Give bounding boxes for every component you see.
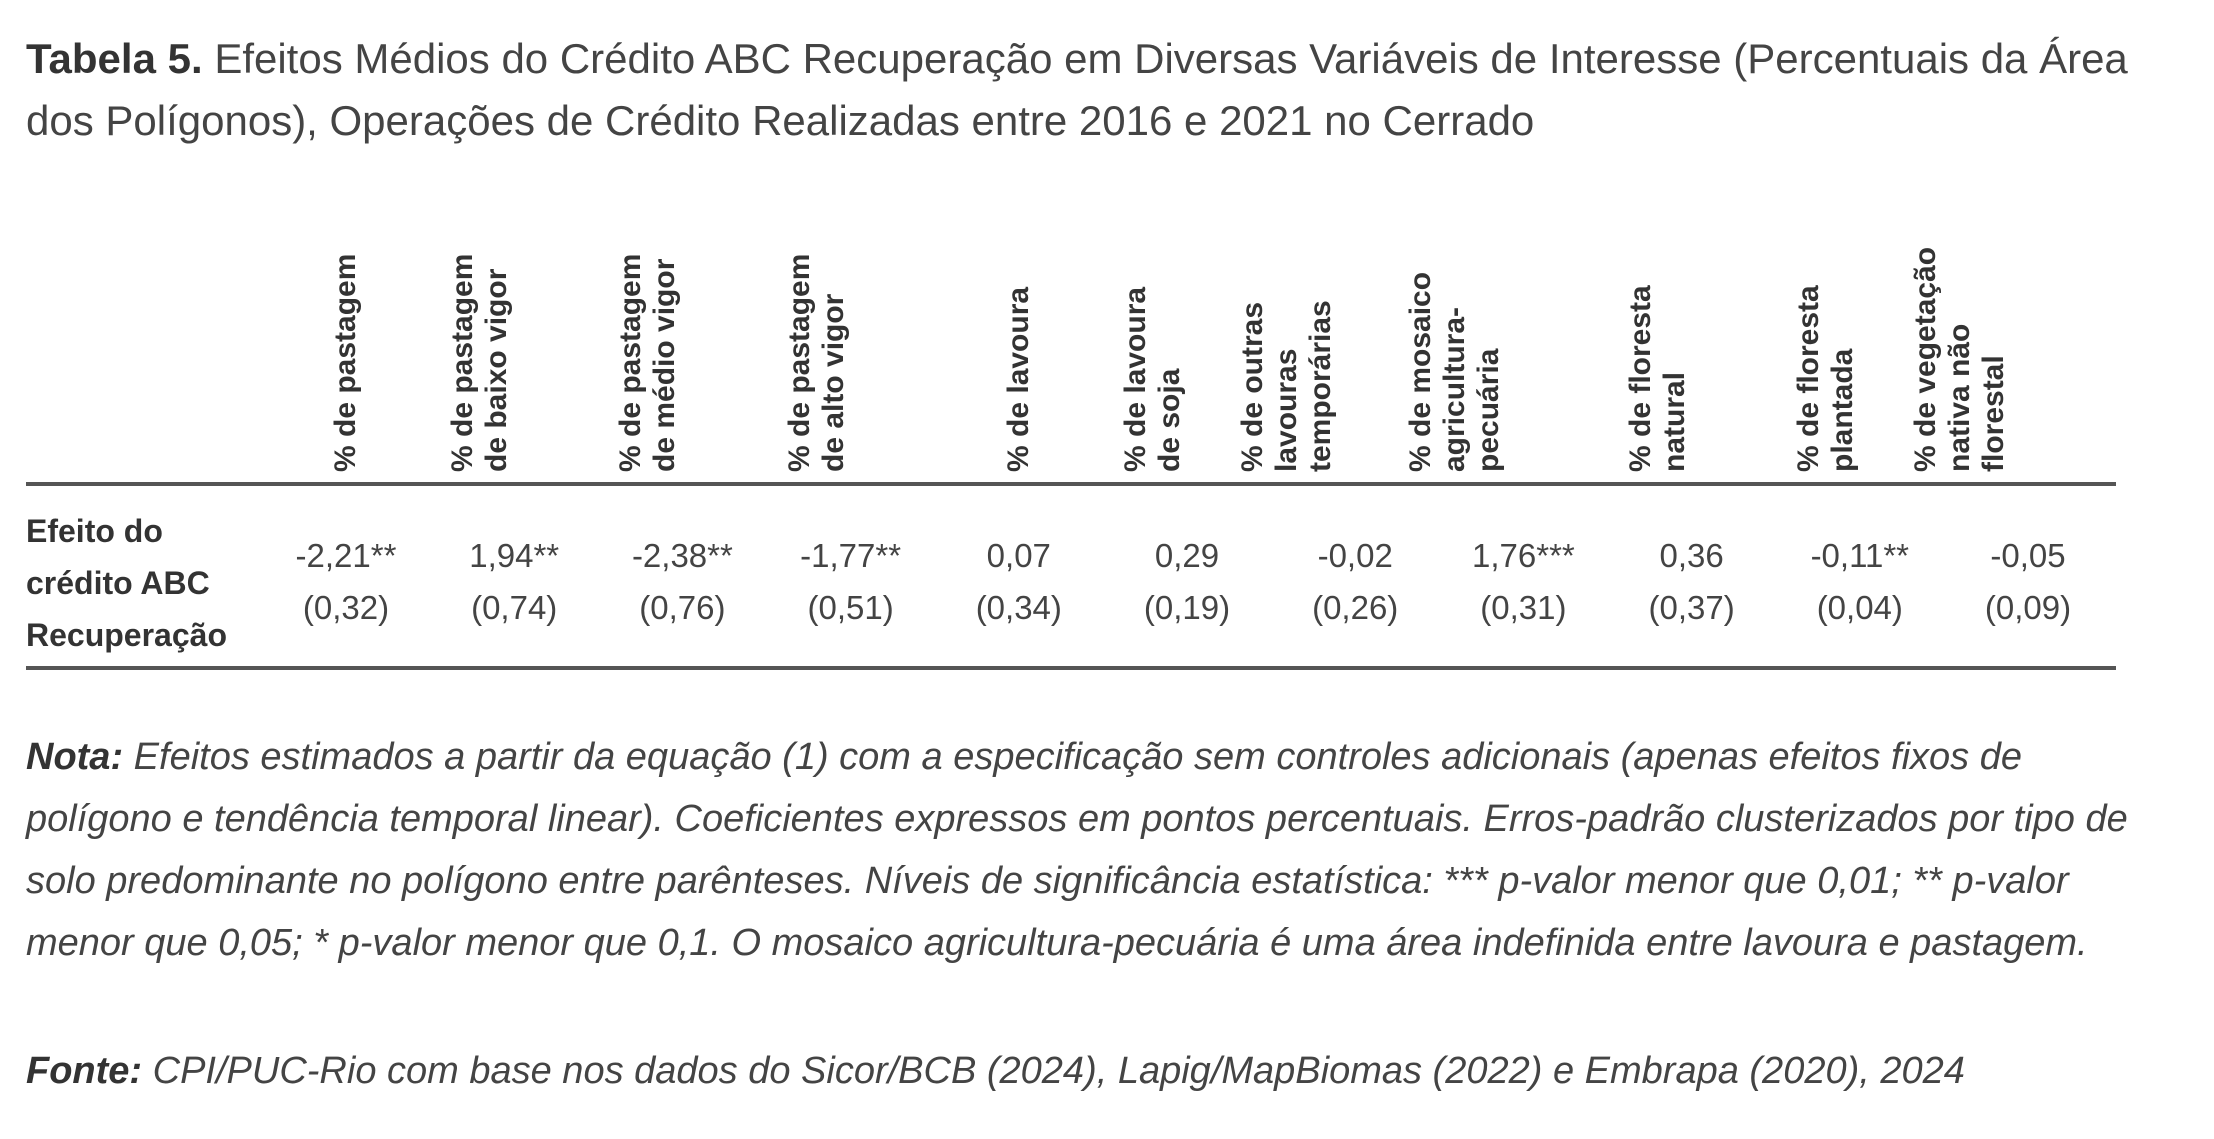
source-label: Fonte: [26,1050,143,1092]
table-note: Nota: Efeitos estimados a partir da equa… [26,726,2176,974]
standard-error: (0,04) [1816,589,1903,626]
column-header-label: % de vegetação nativa não florestal [1909,247,2011,472]
column-header-line: natural [1657,371,1691,472]
column-header-label: % de mosaico agricultura-pecuária [1404,272,1506,472]
column-header: % de mosaico agricultura-pecuária [1404,230,1607,476]
column-header-line: lavouras [1270,348,1304,472]
table-title-text: Efeitos Médios do Crédito ABC Recuperaçã… [26,35,2128,144]
standard-error: (0,09) [1984,589,2072,626]
table-cell: -0,11** (0,04) [1776,530,1944,634]
coefficient: -2,38** [631,537,733,574]
column-header: % de pastagem de médio vigor [598,230,766,476]
coefficient: -0,02 [1317,537,1393,574]
column-header: % de pastagem de baixo vigor [430,230,598,476]
coefficient: -0,05 [1990,537,2066,574]
coefficient: 0,07 [986,537,1051,574]
table-top-rule [26,482,2116,486]
table-cell: 0,29 (0,19) [1103,530,1271,634]
table-title: Tabela 5. Efeitos Médios do Crédito ABC … [26,28,2176,152]
coefficient: -1,77** [800,537,902,574]
column-header-line: de médio vigor [648,258,682,472]
column-header: % de vegetação nativa não florestal [1909,230,2112,476]
column-header-line: nativa não [1943,323,1976,472]
coefficient: 1,94** [469,537,560,574]
column-header-line: % de pastagem [329,253,362,472]
coefficient: 1,76*** [1472,537,1575,574]
table-cell: 1,76*** (0,31) [1439,530,1607,634]
column-header: % de pastagem [262,230,430,476]
note-label: Nota: [26,736,124,778]
note-text: Efeitos estimados a partir da equação (1… [26,736,2128,964]
standard-error: (0,37) [1648,589,1735,626]
standard-error: (0,34) [975,589,1062,626]
column-header-line: % de outras [1236,301,1270,472]
column-header-line: temporárias [1304,300,1338,472]
standard-error: (0,76) [639,589,726,626]
column-header-label: % de lavoura [1002,287,1036,472]
column-header-line: % de lavoura [1001,286,1035,472]
table-source: Fonte: CPI/PUC-Rio com base nos dados do… [26,1040,2176,1102]
table-cell: 1,94** (0,74) [430,530,598,634]
table-cell: -2,21** (0,32) [262,530,430,634]
standard-error: (0,26) [1312,589,1399,626]
column-header-line: pecuária [1472,348,1506,472]
standard-error: (0,51) [807,589,894,626]
column-header-line: de soja [1153,368,1186,472]
column-header-line: % de pastagem [446,253,480,472]
column-header-line: % de floresta [1791,285,1825,472]
table-header-row: % de pastagem% de pastagem de baixo vigor… [26,230,2116,476]
row-label-line: Efeito do [26,513,163,549]
column-header-line: plantada [1825,348,1859,472]
coefficient: 0,36 [1659,537,1724,574]
column-header: % de floresta natural [1608,230,1776,476]
table-cell: -0,05 (0,09) [1944,530,2112,634]
column-header-label: % de lavoura de soja [1119,287,1187,472]
table-cell: 0,36 (0,37) [1608,530,1776,634]
column-header-line: % de lavoura [1119,286,1152,472]
standard-error: (0,74) [471,589,558,626]
coefficient: -2,21** [295,537,397,574]
row-label-line: Recuperação [26,617,227,653]
coefficient: -0,11** [1810,537,1910,574]
standard-error: (0,19) [1143,589,1231,626]
column-header-label: % de floresta plantada [1792,285,1860,472]
standard-error: (0,32) [302,589,390,626]
standard-error: (0,31) [1480,589,1567,626]
table-cell: -1,77** (0,51) [767,530,935,634]
coefficient: 0,29 [1154,537,1220,574]
source-text: CPI/PUC-Rio com base nos dados do Sicor/… [152,1050,1965,1092]
table-bottom-rule [26,666,2116,670]
column-header-line: de baixo vigor [480,268,514,472]
column-header-line: % de pastagem [614,253,648,472]
column-header-line: % de vegetação [1909,246,1942,472]
row-label: Efeito do crédito ABC Recuperação [26,505,286,661]
column-header-line: % de floresta [1623,285,1657,472]
column-header-line: florestal [1977,355,2010,472]
column-header-label: % de outras lavouras temporárias [1236,300,1338,472]
column-header-label: % de pastagem de alto vigor [783,254,851,472]
table-cell: -2,38** (0,76) [598,530,766,634]
column-header: % de pastagem de alto vigor [767,230,935,476]
results-table: % de pastagem% de pastagem de baixo vigor… [26,230,2116,670]
column-header-label: % de floresta natural [1624,285,1692,472]
table-cell: 0,07 (0,34) [935,530,1103,634]
column-header-label: % de pastagem [329,254,363,472]
column-header-line: de alto vigor [816,293,850,472]
column-header-line: % de pastagem [782,253,816,472]
column-header-line: % de mosaico [1404,271,1438,472]
column-header-line: agricultura- [1438,306,1472,472]
table-cell: -0,02 (0,26) [1271,530,1439,634]
column-header: % de lavoura [935,230,1103,476]
row-label-line: crédito ABC [26,565,210,601]
column-header-label: % de pastagem de médio vigor [614,254,682,472]
column-header-label: % de pastagem de baixo vigor [446,254,514,472]
table-title-label: Tabela 5. [26,35,203,82]
